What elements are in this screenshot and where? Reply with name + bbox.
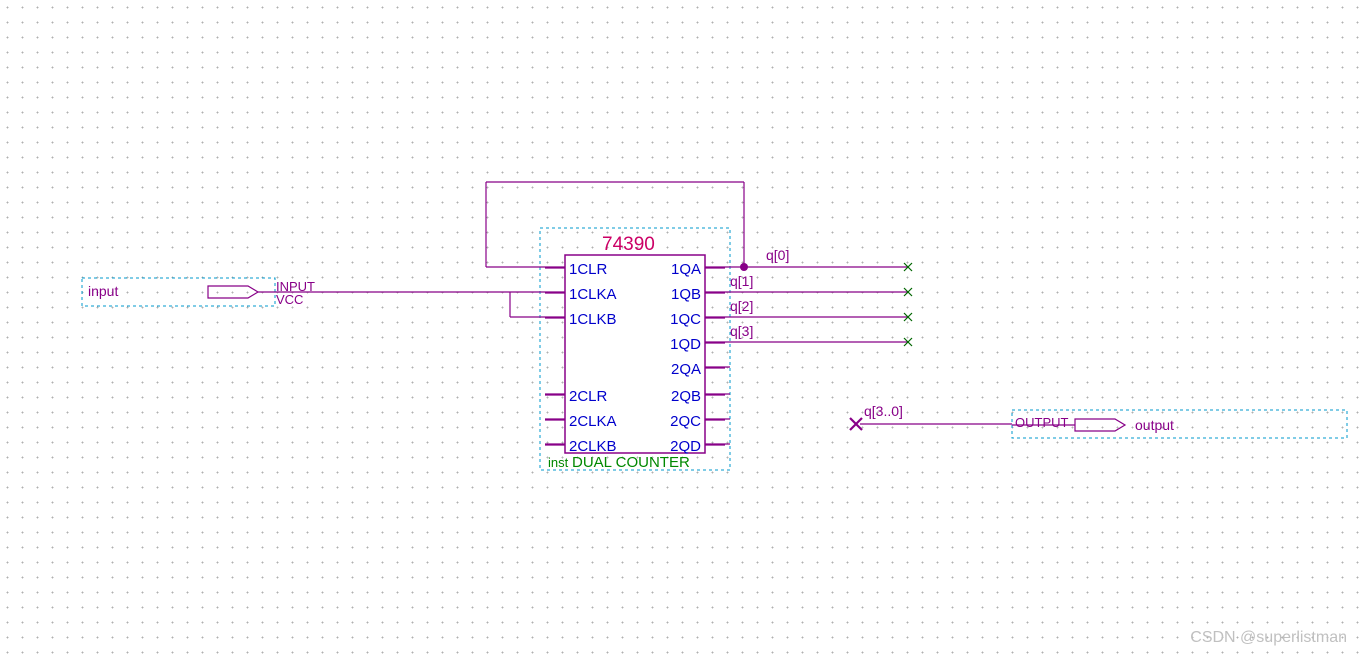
schematic-canvas: inputINPUTVCC74390DUAL COUNTERinst1CLR1C… bbox=[0, 0, 1359, 655]
chip-pin-label: 1QC bbox=[670, 311, 701, 328]
chip-pin-label: 1QB bbox=[671, 286, 701, 303]
chip-pin-label: 2QA bbox=[671, 361, 701, 378]
junction-dot bbox=[740, 263, 748, 271]
output-pin-symbol[interactable] bbox=[1075, 419, 1125, 431]
watermark: CSDN @superlistman bbox=[1190, 629, 1347, 647]
input-pin-symbol[interactable] bbox=[208, 286, 258, 298]
chip-pin-label: 1QA bbox=[671, 261, 701, 278]
chip-pin-label: 2CLKB bbox=[569, 438, 617, 455]
chip-pin-label: 2CLKA bbox=[569, 413, 617, 430]
net-label: q[3] bbox=[730, 323, 753, 339]
chip-pin-label: 1QD bbox=[670, 336, 701, 353]
chip-pin-label: 2QD bbox=[670, 438, 701, 455]
net-label: q[1] bbox=[730, 273, 753, 289]
output-pin-label: output bbox=[1135, 417, 1174, 433]
chip-pin-label: 2QC bbox=[670, 413, 701, 430]
vcc-text: VCC bbox=[276, 292, 303, 307]
chip-pin-label: 2CLR bbox=[569, 388, 608, 405]
net-label: q[0] bbox=[766, 247, 789, 263]
output-type-text: OUTPUT bbox=[1015, 415, 1069, 430]
chip-pin-label: 1CLR bbox=[569, 261, 608, 278]
chip-subtitle: DUAL COUNTER bbox=[572, 454, 690, 471]
net-label: q[2] bbox=[730, 298, 753, 314]
net-label: q[3..0] bbox=[864, 403, 903, 419]
chip-instance-label: inst bbox=[548, 455, 569, 470]
chip-pin-label: 1CLKA bbox=[569, 286, 617, 303]
chip-pin-label: 2QB bbox=[671, 388, 701, 405]
input-pin-label: input bbox=[88, 283, 118, 299]
chip-title: 74390 bbox=[602, 234, 655, 255]
chip-pin-label: 1CLKB bbox=[569, 311, 617, 328]
